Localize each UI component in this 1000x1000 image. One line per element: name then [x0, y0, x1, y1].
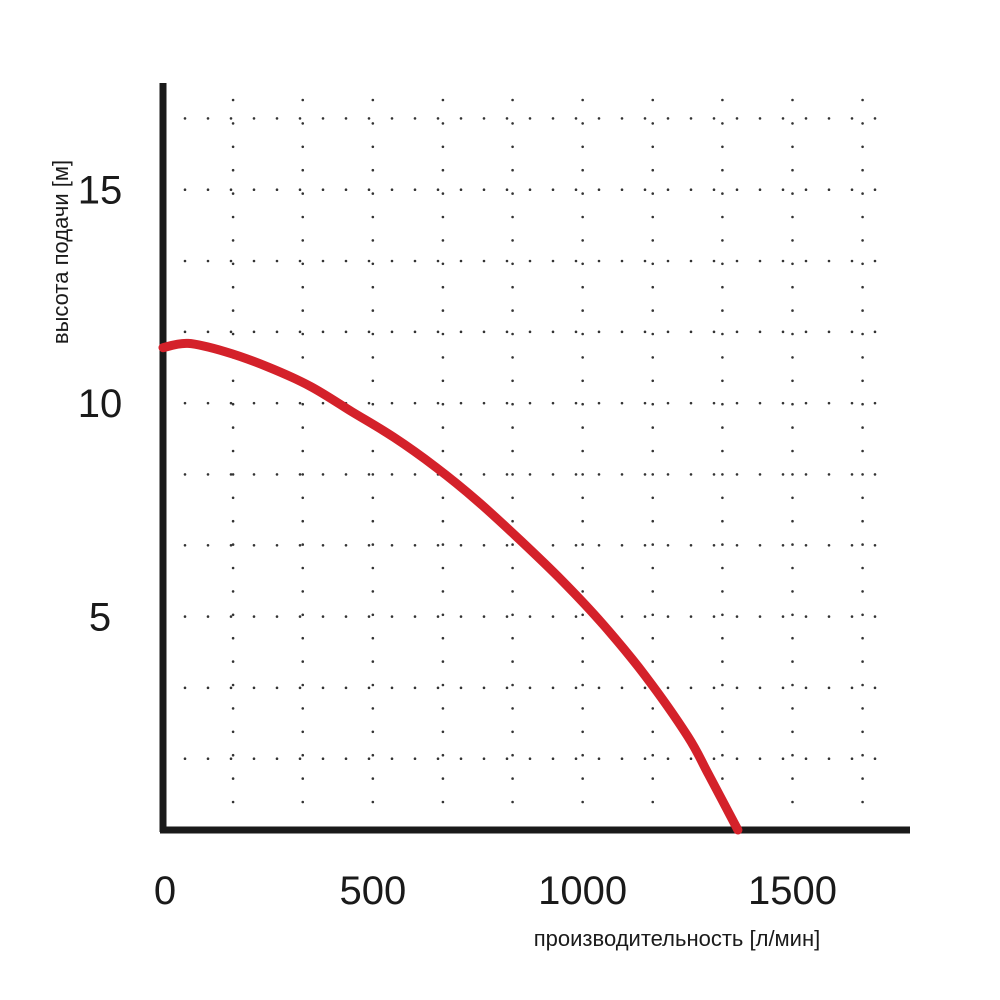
y-tick-label: 15: [78, 169, 123, 213]
x-tick-label: 1000: [538, 869, 627, 913]
grid: [183, 98, 897, 824]
tick-labels: 0 500 1000 1500 5 10 15: [78, 169, 837, 913]
axes: [159, 83, 910, 834]
y-tick-label: 10: [78, 382, 123, 426]
series: [158, 338, 743, 835]
y-axis-title: высота подачи [м]: [48, 160, 73, 344]
series-line-0: [158, 338, 743, 835]
x-axis-title: производительность [л/мин]: [534, 926, 820, 951]
x-tick-label: 500: [339, 869, 406, 913]
y-tick-label: 5: [89, 596, 111, 640]
x-tick-label: 0: [154, 869, 176, 913]
x-tick-label: 1500: [748, 869, 837, 913]
